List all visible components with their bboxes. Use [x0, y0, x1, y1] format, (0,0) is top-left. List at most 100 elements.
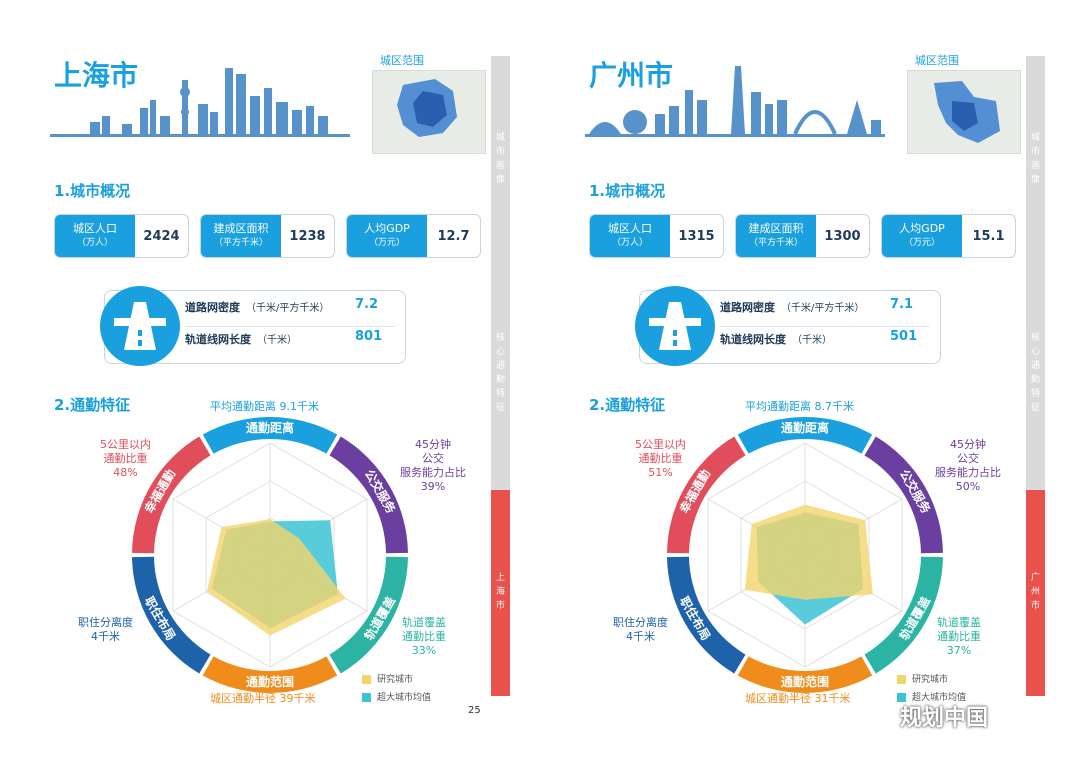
sidebar-active — [1026, 490, 1045, 696]
annotation-left-top: 5公里以内 通勤比重 51% — [635, 438, 686, 479]
ring-segment-2 — [864, 556, 943, 674]
sidebar-char: 征 — [1031, 403, 1041, 413]
ring-segment-0 — [202, 417, 338, 454]
ring-segment-4 — [667, 556, 746, 674]
sidebar-char: 画 — [496, 161, 506, 171]
rail-length-label: 轨道线网长度 （千米） — [185, 333, 297, 346]
urban-area-map — [372, 70, 486, 154]
ring-segment-0 — [737, 417, 873, 454]
section-commute: 2.通勤特征 — [589, 396, 666, 414]
urban-area-shape — [397, 79, 457, 137]
series-area-study-city — [744, 504, 873, 600]
ring-segment-2 — [329, 556, 408, 674]
sidebar-char: 核 — [1031, 333, 1041, 343]
legend-megacity-avg: 超大城市均值 — [362, 690, 431, 703]
ring-label: 通勤范围 — [781, 674, 829, 689]
section-city-overview: 1.城市概况 — [54, 182, 131, 200]
ring-segment-5 — [132, 436, 211, 554]
stat-gdp: 人均GDP （万元） 12.7 — [346, 214, 481, 258]
map-label: 城区范围 — [915, 54, 959, 67]
road-density-value: 7.2 — [355, 297, 379, 312]
sidebar-char: 市 — [496, 601, 506, 611]
stat-value: 15.1 — [972, 228, 1005, 244]
annotation-right-top: 45分钟 公交 服务能力占比 50% — [935, 438, 1001, 493]
sidebar-char: 广 — [1031, 573, 1041, 583]
sidebar-char: 核 — [496, 333, 506, 343]
section-commute: 2.通勤特征 — [54, 396, 131, 414]
ring-segment-1 — [864, 436, 943, 554]
road-density-label: 道路网密度 （千米/平方千米） — [720, 301, 865, 314]
map-label: 城区范围 — [380, 54, 424, 67]
skyline-illustration — [50, 68, 350, 137]
road-density-value: 7.1 — [890, 297, 914, 312]
annotation-left-bottom: 职住分离度 4千米 — [78, 616, 133, 643]
sidebar-char: 画 — [1031, 161, 1041, 171]
annotation-bottom: 城区通勤半径 39千米 — [210, 692, 316, 705]
urban-area-map — [907, 70, 1021, 154]
urban-area-shape — [934, 81, 1000, 143]
stat-built-area: 建成区面积 （平方千米） 1300 — [735, 214, 870, 258]
sidebar-char: 特 — [1031, 389, 1041, 399]
sidebar-char: 勤 — [1031, 375, 1041, 385]
rail-length-value: 501 — [890, 329, 918, 344]
sidebar-char: 特 — [496, 389, 506, 399]
sidebar-char: 通 — [496, 361, 506, 371]
ring-label: 通勤距离 — [781, 420, 829, 435]
annotation-right-bottom: 轨道覆盖 通勤比重 37% — [937, 616, 981, 657]
sidebar-char: 通 — [1031, 361, 1041, 371]
sidebar-active — [491, 490, 510, 696]
sidebar-char: 市 — [1031, 147, 1041, 157]
stat-population: 城区人口 （万人） 2424 — [54, 214, 189, 258]
legend-megacity-avg: 超大城市均值 — [897, 690, 966, 703]
sidebar-char: 州 — [1031, 587, 1041, 597]
rail-length-label: 轨道线网长度 （千米） — [720, 333, 832, 346]
sidebar-char: 心 — [1031, 347, 1041, 357]
ring-segment-4 — [132, 556, 211, 674]
skyline-illustration — [585, 66, 885, 137]
sidebar-char: 市 — [1031, 601, 1041, 611]
sidebar-char: 城 — [1031, 133, 1041, 143]
sidebar-char: 勤 — [496, 375, 506, 385]
sidebar-char: 市 — [496, 147, 506, 157]
page-shanghai: 上海市 城区范围 1.城市概况 城区人口 （万人） 2424 建成区面积 （平方千米… — [50, 40, 520, 705]
stat-value: 2424 — [143, 228, 180, 244]
annotation-bottom: 城区通勤半径 31千米 — [745, 692, 851, 705]
legend-study-city: 研究城市 — [362, 672, 413, 685]
sidebar-char: 像 — [1031, 175, 1041, 185]
annotation-right-bottom: 轨道覆盖 通勤比重 33% — [402, 616, 446, 657]
annotation-top: 平均通勤距离 8.7千米 — [745, 400, 854, 413]
stat-gdp: 人均GDP （万元） 15.1 — [881, 214, 1016, 258]
stat-population: 城区人口 （万人） 1315 — [589, 214, 724, 258]
ring-label: 通勤距离 — [246, 420, 294, 435]
stat-value: 1300 — [824, 228, 861, 244]
city-title: 上海市 — [54, 59, 139, 92]
annotation-left-top: 5公里以内 通勤比重 48% — [100, 438, 151, 479]
annotation-right-top: 45分钟 公交 服务能力占比 39% — [400, 438, 466, 493]
stat-value: 12.7 — [437, 228, 470, 244]
road-icon — [100, 286, 180, 366]
ring-segment-3 — [202, 656, 338, 693]
ring-label: 通勤范围 — [246, 674, 294, 689]
rail-length-value: 801 — [355, 329, 383, 344]
ring-segment-3 — [737, 656, 873, 693]
sidebar-char: 上 — [496, 573, 506, 583]
stat-value: 1238 — [289, 228, 326, 244]
section-city-overview: 1.城市概况 — [589, 182, 666, 200]
road-density-label: 道路网密度 （千米/平方千米） — [185, 301, 330, 314]
ring-segment-1 — [329, 436, 408, 554]
ring-segment-5 — [667, 436, 746, 554]
sidebar-char: 征 — [496, 403, 506, 413]
page-guangzhou: 广州市 城区范围 1.城市概况 城区人口 （万人） 1315 建成区面积 （平方千米… — [585, 40, 1055, 705]
page-number: 25 — [468, 705, 481, 716]
city-title: 广州市 — [589, 59, 674, 92]
legend-study-city: 研究城市 — [897, 672, 948, 685]
sidebar-char: 心 — [496, 347, 506, 357]
stat-built-area: 建成区面积 （平方千米） 1238 — [200, 214, 335, 258]
sidebar-char: 像 — [496, 175, 506, 185]
watermark: 规划中国 — [900, 706, 989, 731]
series-area-study-city — [206, 519, 346, 636]
annotation-left-bottom: 职住分离度 4千米 — [613, 616, 668, 643]
sidebar-char: 城 — [496, 133, 506, 143]
